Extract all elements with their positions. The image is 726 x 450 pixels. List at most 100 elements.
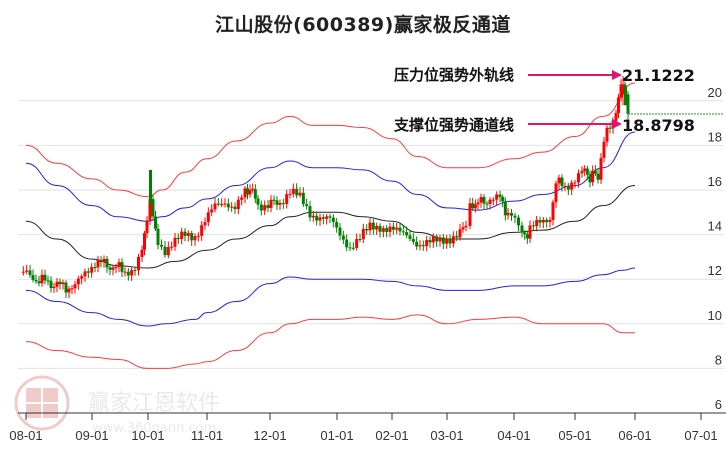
candle xyxy=(395,227,399,230)
candle xyxy=(176,237,180,240)
y-tick-label: 14 xyxy=(708,219,722,234)
candle xyxy=(120,262,124,272)
candle xyxy=(301,192,305,205)
candle xyxy=(117,262,121,267)
candle xyxy=(506,212,510,216)
gridlines xyxy=(18,100,724,369)
candle xyxy=(223,203,227,205)
candle xyxy=(365,228,369,231)
candle xyxy=(485,203,489,205)
candle xyxy=(49,280,53,288)
seal-ring-icon xyxy=(14,375,70,431)
y-tick-label: 16 xyxy=(708,174,722,189)
candle xyxy=(93,267,97,269)
candle xyxy=(328,216,332,218)
x-tick-label: 05-01 xyxy=(558,428,591,443)
candle xyxy=(272,199,276,201)
candle xyxy=(137,257,140,271)
candle xyxy=(70,288,74,290)
candle xyxy=(577,173,580,183)
candle xyxy=(311,215,315,218)
candle xyxy=(21,271,25,273)
candle xyxy=(482,197,486,204)
candle xyxy=(408,235,412,239)
candle xyxy=(617,97,620,113)
candle xyxy=(498,194,502,197)
y-tick-label: 20 xyxy=(708,85,722,100)
candle xyxy=(464,225,468,228)
candle xyxy=(398,227,402,232)
candle xyxy=(133,269,137,271)
candle xyxy=(614,112,618,121)
candle xyxy=(535,219,539,227)
candle xyxy=(375,225,379,230)
candle xyxy=(321,217,325,219)
candle xyxy=(210,209,214,213)
candle xyxy=(76,278,80,285)
candle xyxy=(34,279,38,282)
candle xyxy=(295,188,299,196)
candle xyxy=(593,170,597,174)
watermark-url: www.360gann.com xyxy=(92,421,216,436)
y-tick-label: 12 xyxy=(708,263,722,278)
candle xyxy=(190,233,194,241)
watermark-brand: 赢家江恩软件 xyxy=(88,391,220,416)
candle xyxy=(445,238,449,244)
candle xyxy=(355,239,359,248)
resistance-value: 21.1222 xyxy=(622,66,695,85)
candle xyxy=(458,229,462,238)
candle xyxy=(266,205,270,208)
candle xyxy=(25,270,29,272)
candle xyxy=(591,170,595,183)
candle xyxy=(220,203,224,205)
candle xyxy=(281,203,285,205)
candle xyxy=(488,199,492,204)
x-tick-label: 02-01 xyxy=(375,428,408,443)
candle xyxy=(108,267,112,270)
candle xyxy=(421,245,425,247)
candle xyxy=(163,246,167,256)
candle xyxy=(338,227,342,236)
candle xyxy=(55,281,59,287)
candle xyxy=(123,271,127,273)
watermark: 赢家江恩软件 www.360gann.com xyxy=(14,375,220,436)
candle xyxy=(476,202,480,205)
candle xyxy=(288,193,292,195)
candle xyxy=(348,247,352,249)
candle xyxy=(130,269,134,276)
candle xyxy=(37,281,41,284)
candle xyxy=(269,199,273,208)
y-tick-label: 6 xyxy=(715,397,722,412)
channel-line-outer_upper xyxy=(25,82,636,198)
candle xyxy=(86,271,90,273)
candle xyxy=(64,282,68,293)
candle xyxy=(391,226,395,230)
candle xyxy=(46,280,50,282)
candle xyxy=(156,228,160,245)
channel-line-middle xyxy=(25,185,636,269)
candle xyxy=(253,188,257,199)
candle xyxy=(291,188,295,194)
candle xyxy=(166,247,170,256)
candle xyxy=(251,188,255,190)
candle xyxy=(351,247,355,249)
candle xyxy=(83,271,87,277)
candle xyxy=(608,127,612,129)
candle xyxy=(180,231,184,240)
candle xyxy=(259,204,263,211)
candle xyxy=(246,188,249,195)
candle xyxy=(31,275,35,280)
candle xyxy=(378,225,382,232)
candle xyxy=(226,203,230,208)
channel-lines xyxy=(25,82,636,369)
candle xyxy=(401,231,405,233)
candle xyxy=(67,288,71,293)
candle xyxy=(114,266,118,268)
candle xyxy=(566,186,570,190)
candle xyxy=(154,216,157,229)
candle xyxy=(206,212,210,223)
candle xyxy=(528,225,532,239)
candle xyxy=(560,177,564,187)
candle xyxy=(126,271,130,276)
candle xyxy=(196,235,200,237)
